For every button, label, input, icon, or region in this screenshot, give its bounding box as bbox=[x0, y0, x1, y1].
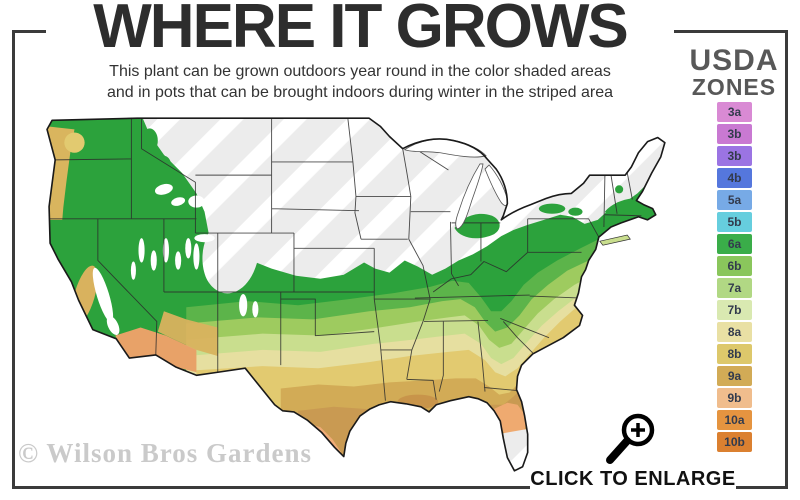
click-to-enlarge-label[interactable]: CLICK TO ENLARGE bbox=[530, 466, 736, 492]
zone-chip-0-3a: 3a bbox=[717, 102, 752, 122]
zone-chip-9-7b: 7b bbox=[717, 300, 752, 320]
zone-chip-11-8b: 8b bbox=[717, 344, 752, 364]
zone-chip-7-6b: 6b bbox=[717, 256, 752, 276]
zone-chip-6-6a: 6a bbox=[717, 234, 752, 254]
us-outline bbox=[46, 117, 666, 472]
state-borders bbox=[48, 118, 642, 401]
zone-chip-12-9a: 9a bbox=[717, 366, 752, 386]
great-lakes bbox=[403, 138, 508, 230]
usda-zones-map[interactable] bbox=[44, 106, 674, 480]
long-island bbox=[599, 234, 631, 246]
us-map-svg bbox=[46, 117, 666, 472]
zone-chip-4-5a: 5a bbox=[717, 190, 752, 210]
magnifier-plus-icon[interactable] bbox=[598, 410, 662, 468]
legend-zones: 3a 3b 3b 4b 5a 5b 6a 6b 7a 7b 8a 8b 9a 9b 10a 10b bbox=[717, 102, 753, 454]
subtitle: This plant can be grown outdoors year ro… bbox=[80, 61, 640, 104]
zone-chip-10-8a: 8a bbox=[717, 322, 752, 342]
page-title: WHERE IT GROWS bbox=[46, 0, 674, 58]
zone-chip-2-3b: 3b bbox=[717, 146, 752, 166]
legend-title-usda: USDA bbox=[689, 44, 779, 77]
legend-title-zones: ZONES bbox=[691, 74, 777, 100]
zone-chip-5-5b: 5b bbox=[717, 212, 752, 232]
zone-chip-3-4b: 4b bbox=[717, 168, 752, 188]
zone-chip-13-9b: 9b bbox=[717, 388, 752, 408]
zone-chip-8-7a: 7a bbox=[717, 278, 752, 298]
subtitle-line-1: This plant can be grown outdoors year ro… bbox=[109, 63, 611, 80]
watermark: © Wilson Bros Gardens bbox=[18, 438, 312, 468]
subtitle-line-2: and in pots that can be brought indoors … bbox=[106, 84, 614, 102]
zone-chip-14-10a: 10a bbox=[717, 410, 752, 430]
map-color-layers bbox=[47, 118, 665, 471]
mountain-cutouts bbox=[92, 183, 259, 335]
zone-chip-1-3b: 3b bbox=[717, 124, 752, 144]
zone-chip-15-10b: 10b bbox=[717, 432, 752, 452]
